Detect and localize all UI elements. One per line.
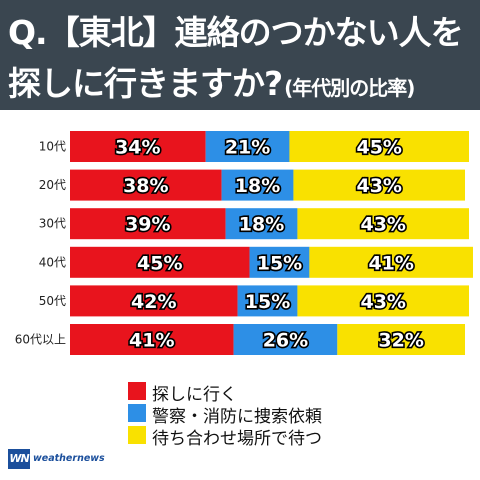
category-label: 40代	[39, 255, 66, 269]
data-label-wait: 43%	[360, 291, 405, 313]
bar-segment-police	[221, 169, 294, 201]
bar-segment-police	[205, 131, 290, 162]
bar-segment-police	[249, 246, 310, 278]
category-label: 50代	[39, 294, 66, 308]
bar-segment-police	[225, 208, 298, 240]
data-label-police: 18%	[239, 214, 284, 236]
title-banner: Q.【東北】連絡のつかない人を 探しに行きますか? (年代別の比率)	[0, 0, 480, 110]
data-label-wait: 43%	[356, 175, 401, 197]
legend-swatch-police	[128, 404, 146, 422]
data-label-police: 15%	[245, 291, 290, 313]
legend-label-police: 警察・消防に捜索依頼	[152, 407, 322, 427]
stacked-bar-chart: 10代 34% 21% 45% 20代 38% 18% 43% 30代 39% 18% 43% 40代 4…	[15, 131, 473, 355]
data-label-wait: 43%	[360, 214, 405, 236]
category-label: 10代	[39, 140, 66, 154]
data-label-search: 38%	[123, 175, 168, 197]
bar-segment-wait	[289, 131, 469, 162]
bar-segment-wait	[297, 285, 469, 317]
data-label-search: 39%	[125, 214, 170, 236]
legend-swatch-search	[128, 382, 146, 400]
bar-segment-search	[70, 169, 222, 201]
bar-segment-search	[70, 246, 250, 278]
category-label: 30代	[39, 217, 66, 231]
data-label-search: 34%	[115, 137, 160, 159]
data-label-police: 21%	[225, 137, 270, 159]
bar-segment-search	[70, 131, 206, 162]
legend-swatch-wait	[128, 426, 146, 444]
data-label-police: 18%	[235, 175, 280, 197]
title-subtitle: (年代別の比率)	[284, 76, 415, 100]
bar-segment-wait	[309, 246, 473, 278]
legend-label-search: 探しに行く	[152, 385, 237, 405]
bar-segment-search	[70, 285, 238, 317]
bar-segment-wait	[293, 169, 466, 201]
bar-segment-police	[233, 324, 338, 355]
weathernews-logo: WN weathernews	[8, 447, 108, 471]
data-label-wait: 32%	[378, 330, 423, 352]
title-main: 探しに行きますか?	[8, 64, 283, 103]
bar-segment-wait	[297, 208, 469, 240]
title-line-1: Q.【東北】連絡のつかない人を	[8, 13, 464, 52]
bar-segment-wait	[337, 324, 466, 355]
data-label-search: 42%	[131, 291, 176, 313]
data-label-police: 26%	[263, 330, 308, 352]
logo-mark-icon: WN	[8, 449, 30, 469]
data-label-wait: 45%	[356, 137, 401, 159]
logo-text: weathernews	[33, 453, 105, 464]
bar-segment-police	[237, 285, 298, 317]
category-label: 60代以上	[15, 333, 66, 347]
data-label-search: 45%	[137, 252, 182, 274]
bar-segment-search	[70, 208, 226, 240]
legend-label-wait: 待ち合わせ場所で待つ	[152, 429, 322, 449]
bar-segment-search	[70, 324, 234, 355]
data-label-search: 41%	[129, 330, 174, 352]
data-label-wait: 41%	[368, 252, 413, 274]
data-label-police: 15%	[257, 252, 302, 274]
category-label: 20代	[39, 178, 66, 192]
title-line-2: 探しに行きますか? (年代別の比率)	[8, 57, 415, 105]
